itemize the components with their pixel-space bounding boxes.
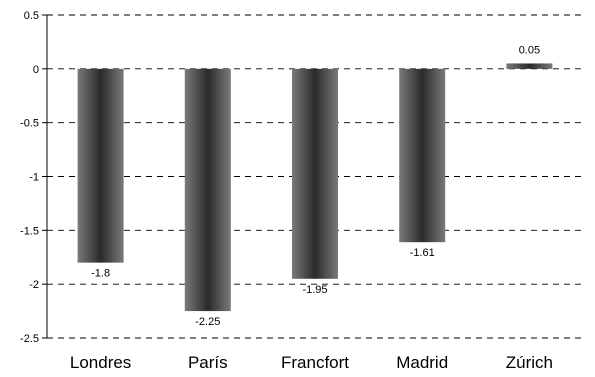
y-tick-label: 0.5 xyxy=(24,10,39,22)
bars xyxy=(77,63,553,312)
bar-parís xyxy=(184,68,231,312)
data-label: -2.25 xyxy=(195,316,220,328)
category-label: Londres xyxy=(70,353,131,372)
category-label: París xyxy=(188,353,228,372)
category-label: Madrid xyxy=(396,353,448,372)
bar-londres xyxy=(77,68,124,263)
data-label: -1.95 xyxy=(302,284,327,296)
y-axis xyxy=(42,14,48,339)
labels: 0.5 0 -0.5 -1 -1.5 -2 -2.5 -1.8 Londres -2.25 Parí… xyxy=(20,10,553,372)
y-tick-label: -1.5 xyxy=(20,225,39,237)
bar-zúrich xyxy=(506,63,553,69)
y-tick-label: -2.5 xyxy=(20,333,39,345)
data-label: 0.05 xyxy=(519,44,540,56)
category-label: Francfort xyxy=(281,353,349,372)
data-label: -1.61 xyxy=(410,247,435,259)
category-label: Zúrich xyxy=(506,353,553,372)
bar-francfort xyxy=(292,68,338,279)
y-tick-label: -2 xyxy=(29,279,39,291)
y-tick-label: -0.5 xyxy=(20,118,39,130)
y-tick-label: -1 xyxy=(29,172,39,184)
bar-madrid xyxy=(399,68,446,243)
data-label: -1.8 xyxy=(91,268,110,280)
y-tick-label: 0 xyxy=(33,64,39,76)
